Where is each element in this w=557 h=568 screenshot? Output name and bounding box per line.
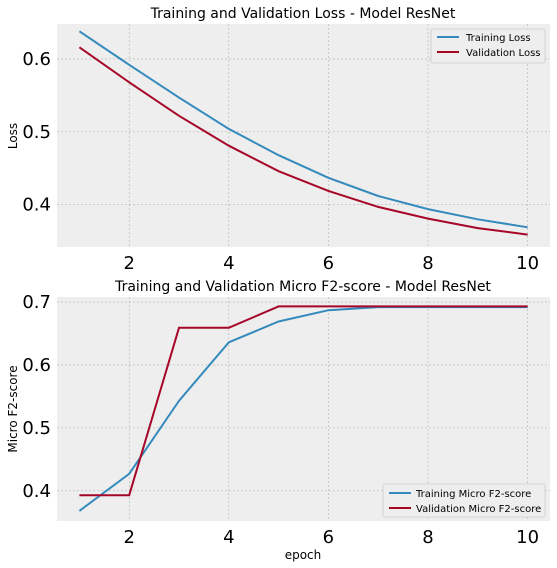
f2-y-tick-label: 0.7 [22, 292, 51, 313]
f2-legend-box [382, 483, 546, 518]
f2-x-tick-label: 2 [123, 527, 134, 548]
loss-legend-label-validation: Validation Loss [466, 48, 541, 59]
f2-x-tick-label: 10 [516, 527, 539, 548]
f2-x-tick-label: 4 [223, 527, 234, 548]
f2-legend: Training Micro F2-score Validation Micro… [382, 483, 546, 518]
loss-y-tick-label: 0.6 [22, 49, 51, 70]
f2-x-axis-label: epoch [285, 548, 322, 562]
loss-chart: Training and Validation Loss - Model Res… [6, 6, 550, 274]
f2-x-tick-label: 8 [422, 527, 433, 548]
loss-legend-box [430, 28, 546, 64]
loss-y-ticks: 0.4 0.5 0.6 [22, 49, 51, 216]
f2-y-tick-label: 0.4 [22, 481, 51, 502]
f2-grid [57, 297, 550, 521]
f2-x-ticks: 2 4 6 8 10 [123, 527, 539, 548]
f2-legend-label-validation: Validation Micro F2-score [416, 504, 541, 515]
f2-y-axis-label: Micro F2-score [6, 365, 20, 452]
loss-x-tick-label: 6 [323, 253, 334, 274]
f2-y-ticks: 0.4 0.5 0.6 0.7 [22, 292, 51, 502]
loss-x-tick-label: 10 [516, 253, 539, 274]
f2-y-tick-label: 0.5 [22, 418, 51, 439]
loss-validation-line [78, 46, 528, 236]
loss-x-tick-label: 8 [422, 253, 433, 274]
f2-legend-label-training: Training Micro F2-score [415, 489, 531, 500]
loss-chart-title: Training and Validation Loss - Model Res… [150, 6, 456, 22]
loss-series-lines [78, 30, 528, 236]
loss-x-tick-label: 2 [123, 253, 134, 274]
loss-y-axis-label: Loss [6, 123, 20, 149]
loss-y-tick-label: 0.4 [22, 195, 51, 216]
loss-training-line [78, 30, 528, 229]
f2-validation-line [79, 305, 528, 497]
loss-legend: Training Loss Validation Loss [430, 28, 546, 64]
f2-x-tick-label: 6 [323, 527, 334, 548]
loss-y-tick-label: 0.5 [22, 122, 51, 143]
loss-x-ticks: 2 4 6 8 10 [123, 253, 539, 274]
loss-legend-label-training: Training Loss [465, 33, 531, 44]
f2-series-lines [78, 305, 528, 512]
loss-x-tick-label: 4 [223, 253, 234, 274]
f2-y-tick-label: 0.6 [22, 355, 51, 376]
f2-chart: Training and Validation Micro F2-score -… [6, 279, 550, 562]
f2-chart-title: Training and Validation Micro F2-score -… [114, 279, 491, 295]
